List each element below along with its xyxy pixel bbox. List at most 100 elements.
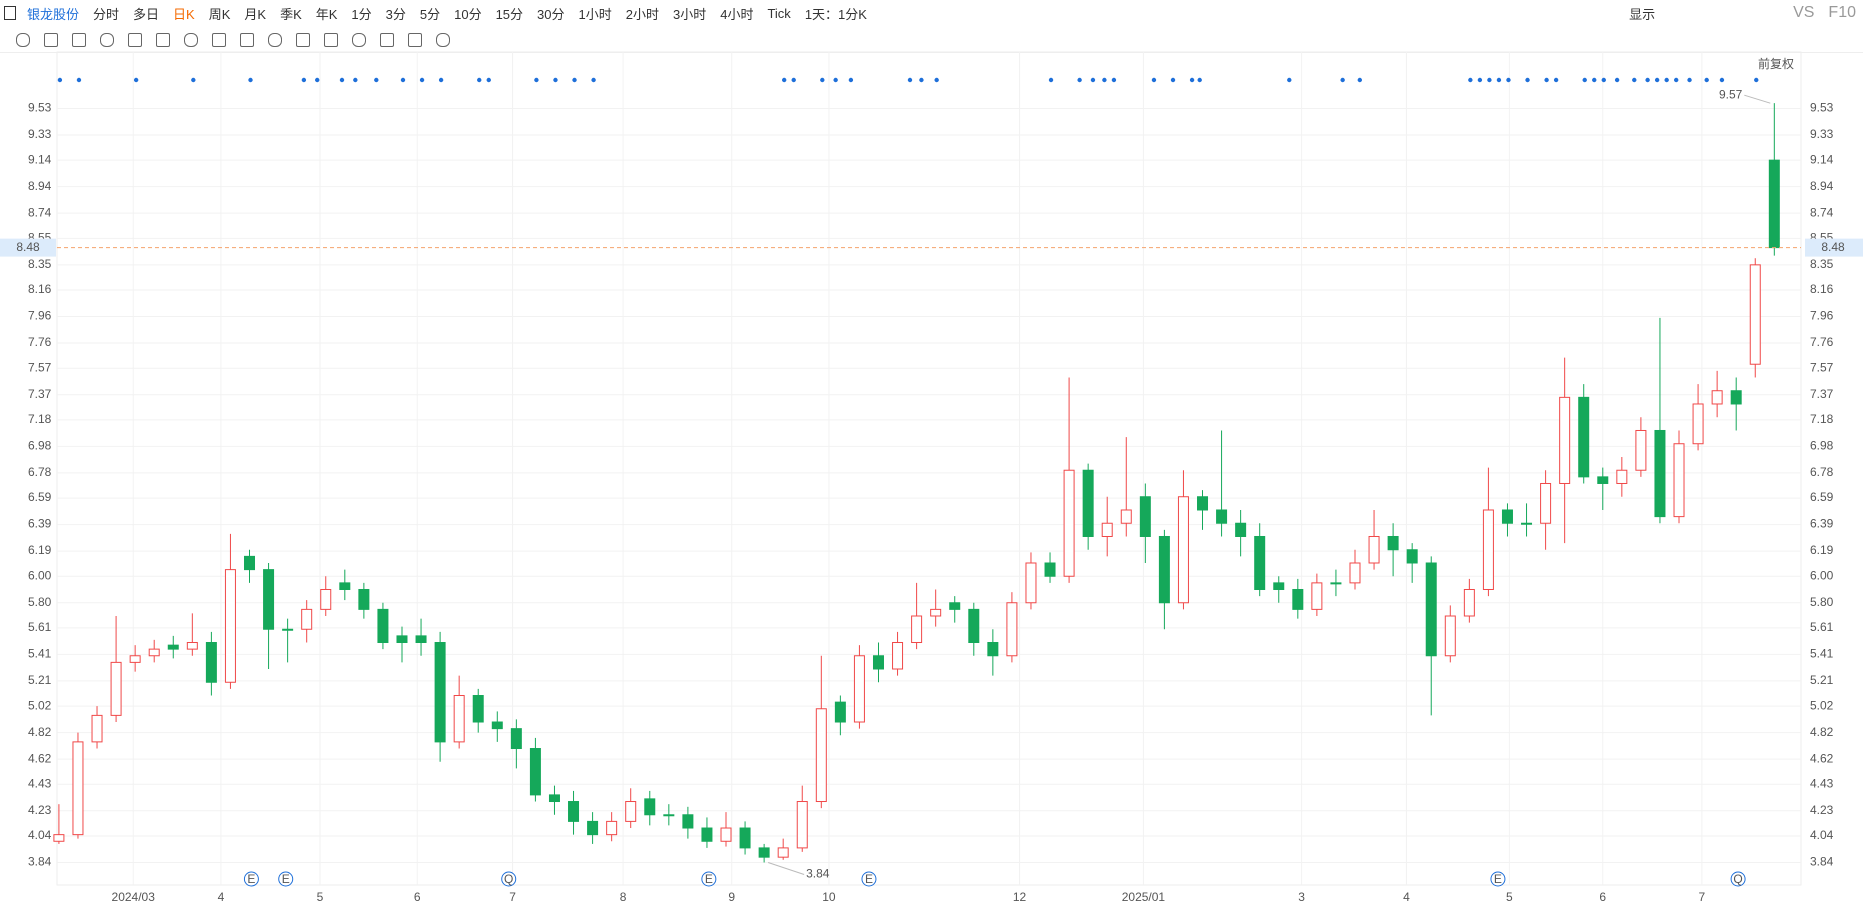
- candle: [701, 817, 713, 848]
- candle-body: [1349, 562, 1361, 584]
- candle: [1311, 573, 1323, 616]
- period-tab[interactable]: Tick: [767, 5, 791, 21]
- candle-body: [1482, 509, 1494, 590]
- period-tab[interactable]: 4小时: [720, 6, 754, 22]
- candle: [568, 790, 580, 835]
- x-tick-label: 4: [1403, 890, 1410, 904]
- period-tab[interactable]: 1天：1分K: [804, 6, 867, 22]
- period-tab[interactable]: 1小时: [578, 6, 612, 22]
- candle: [148, 639, 160, 663]
- y-tick-label-right: 4.62: [1810, 751, 1834, 765]
- y-tick-label-right: 9.14: [1810, 152, 1834, 166]
- candle: [339, 569, 351, 601]
- candle-body: [892, 642, 904, 670]
- period-tab[interactable]: 周K: [208, 6, 231, 22]
- candle: [1559, 357, 1571, 544]
- y-tick-label-right: 7.96: [1810, 309, 1834, 323]
- candle: [72, 732, 84, 839]
- tool-icon[interactable]: [352, 33, 366, 47]
- y-tick-label-right: 5.21: [1810, 673, 1834, 687]
- f10-button[interactable]: F10: [1828, 4, 1856, 21]
- candle: [1406, 543, 1418, 583]
- tool-icon[interactable]: [184, 33, 198, 47]
- candle-body: [1425, 562, 1437, 657]
- period-tab[interactable]: 月K: [244, 6, 267, 22]
- tool-icon[interactable]: [436, 33, 450, 47]
- y-tick-label-right: 6.78: [1810, 465, 1834, 479]
- period-tab[interactable]: 年K: [315, 6, 338, 22]
- candle-body: [167, 644, 179, 650]
- y-tick-label-right: 5.02: [1810, 698, 1834, 712]
- candle-body: [1101, 522, 1113, 537]
- display-menu[interactable]: 显示: [1629, 6, 1656, 22]
- candle: [186, 613, 198, 656]
- candle-body: [1311, 582, 1323, 610]
- candle: [1730, 377, 1742, 431]
- tool-icon[interactable]: [380, 33, 394, 47]
- tool-icon[interactable]: [16, 33, 30, 47]
- candle: [453, 675, 465, 749]
- tool-icon[interactable]: [100, 33, 114, 47]
- period-tab[interactable]: 30分: [537, 6, 565, 22]
- y-tick-label-right: 3.84: [1810, 855, 1834, 869]
- candle: [548, 785, 560, 815]
- candle-body: [606, 820, 618, 836]
- candle: [1120, 437, 1132, 537]
- tool-icon[interactable]: [128, 33, 142, 47]
- period-tab[interactable]: 3分: [385, 6, 406, 22]
- period-tab[interactable]: 分时: [93, 6, 120, 22]
- candle-body: [701, 827, 713, 842]
- news-dot: [1189, 77, 1195, 83]
- candle-body: [339, 582, 351, 590]
- period-tab[interactable]: 15分: [495, 6, 524, 22]
- candle-body: [1654, 429, 1666, 518]
- tool-icon[interactable]: [324, 33, 338, 47]
- candle-body: [1177, 496, 1189, 604]
- candle: [491, 711, 503, 742]
- y-tick-label: 8.16: [28, 282, 52, 296]
- tool-icon[interactable]: [44, 33, 58, 47]
- period-tab[interactable]: 1分: [351, 6, 372, 22]
- tool-icon[interactable]: [296, 33, 310, 47]
- stock-name[interactable]: 银龙股份: [27, 6, 80, 22]
- news-dot: [1704, 77, 1709, 83]
- sidebar-icon[interactable]: [4, 6, 16, 20]
- candle-body: [53, 834, 65, 842]
- period-tab[interactable]: 多日: [133, 6, 160, 22]
- candle-body: [224, 569, 236, 683]
- news-dot: [315, 77, 320, 83]
- tool-icon[interactable]: [408, 33, 422, 47]
- event-marker-label: Q: [504, 872, 513, 886]
- tool-icon[interactable]: [268, 33, 282, 47]
- candle: [1349, 549, 1361, 590]
- news-dot: [1664, 77, 1669, 83]
- y-tick-label: 7.57: [28, 360, 52, 374]
- candle-body: [1197, 496, 1209, 511]
- candle-body: [434, 642, 446, 743]
- candle-body: [911, 615, 923, 644]
- candle: [1482, 467, 1494, 597]
- tool-icon[interactable]: [156, 33, 170, 47]
- candle: [1273, 576, 1285, 603]
- period-tab[interactable]: 2小时: [625, 6, 659, 22]
- x-tick-label: 2025/01: [1122, 890, 1166, 904]
- tool-icon[interactable]: [72, 33, 86, 47]
- period-tab[interactable]: 3小时: [672, 6, 707, 22]
- tool-icon[interactable]: [212, 33, 226, 47]
- y-tick-label: 8.35: [28, 257, 52, 271]
- news-dot: [1601, 77, 1606, 83]
- period-tab[interactable]: 日K: [173, 6, 195, 22]
- period-tab[interactable]: 10分: [454, 6, 482, 22]
- y-tick-label-right: 9.33: [1810, 127, 1834, 141]
- y-tick-label: 5.02: [28, 698, 52, 712]
- candle-body: [739, 827, 751, 849]
- news-dot: [934, 77, 939, 83]
- period-tab[interactable]: 季K: [280, 6, 302, 22]
- tool-icon[interactable]: [240, 33, 254, 47]
- candle: [1692, 384, 1704, 451]
- candle: [472, 688, 484, 733]
- period-tab[interactable]: 5分: [419, 6, 441, 22]
- y-tick-label: 5.21: [28, 673, 52, 687]
- vs-button[interactable]: VS: [1793, 4, 1815, 21]
- candle-body: [282, 628, 294, 631]
